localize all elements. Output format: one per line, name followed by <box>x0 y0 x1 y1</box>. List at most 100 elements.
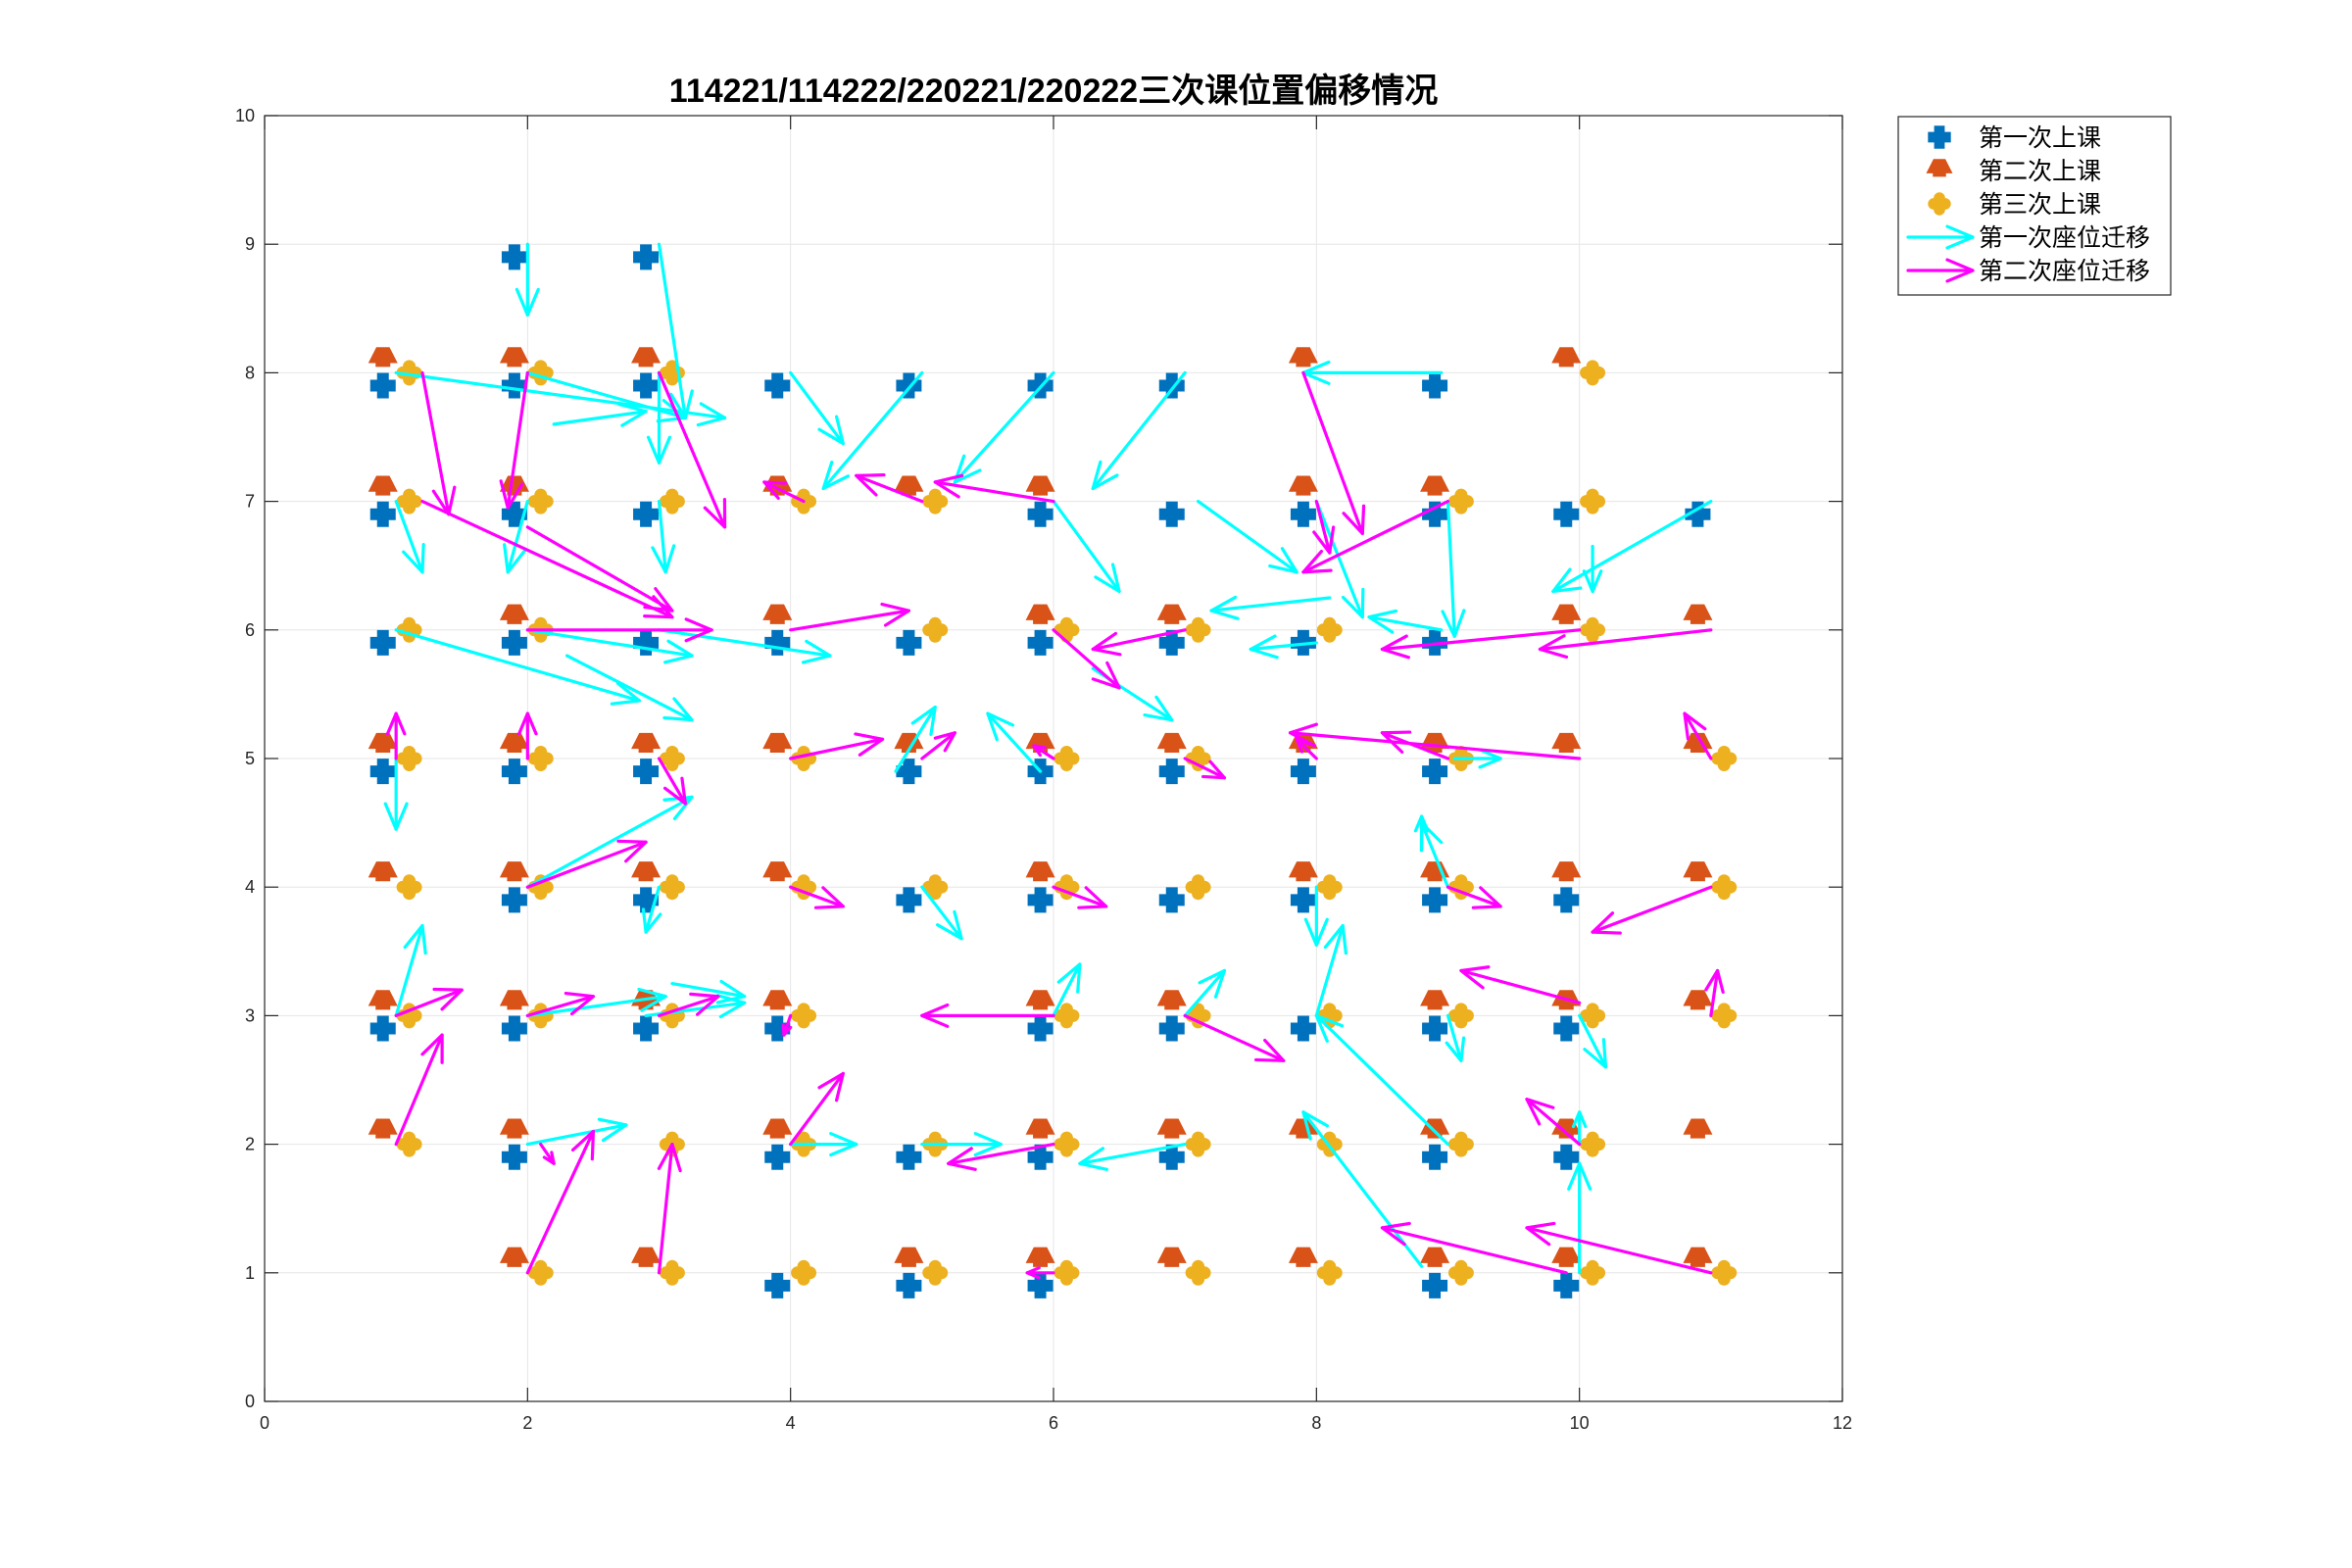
first-class-marker <box>896 372 922 399</box>
first-migration-arrow-head <box>503 543 527 574</box>
second-migration-arrow-shaft <box>933 480 1055 504</box>
y-tick-label: 3 <box>245 1005 255 1025</box>
second-class-marker <box>368 475 398 496</box>
legend-label: 第二次上课 <box>1979 158 2101 185</box>
legend-item[interactable]: 第二次上课 <box>1926 158 2102 185</box>
x-tick-label: 6 <box>1049 1413 1058 1433</box>
second-class-marker <box>631 732 662 754</box>
first-class-marker <box>633 372 660 399</box>
x-tick-label: 10 <box>1570 1413 1590 1433</box>
y-tick-label: 10 <box>235 106 255 125</box>
second-migration-arrow <box>1525 1098 1582 1147</box>
second-class-marker <box>499 990 529 1010</box>
first-migration-arrow-head <box>1571 1110 1588 1129</box>
second-class-marker <box>631 1247 662 1267</box>
first-class-marker <box>501 501 527 527</box>
second-migration-arrow-head <box>1342 504 1366 536</box>
third-class-marker <box>396 746 422 771</box>
first-migration-arrow-shaft <box>1078 1142 1187 1165</box>
third-class-marker <box>659 488 685 514</box>
first-migration-arrow <box>394 628 641 706</box>
third-class-marker-h <box>1580 1138 1606 1152</box>
first-class-marker <box>896 629 922 656</box>
third-class-marker <box>1580 616 1606 643</box>
first-migration-arrow-head <box>1445 1036 1466 1062</box>
second-migration-arrow <box>855 473 924 504</box>
second-migration-arrow-head <box>1288 722 1318 748</box>
legend-item[interactable]: 第一次座位迁移 <box>1906 224 2150 252</box>
second-class-marker <box>1156 732 1187 754</box>
first-migration-arrow <box>564 654 694 722</box>
first-migration-arrow-shaft <box>1196 500 1298 574</box>
third-class-marker-h <box>1580 495 1606 509</box>
second-class-marker <box>1683 990 1713 1010</box>
first-migration-arrow-shaft <box>552 410 648 426</box>
first-migration-arrow-head <box>402 542 425 574</box>
second-class-marker <box>499 475 529 496</box>
first-class-marker <box>1158 1015 1185 1042</box>
first-migration-arrow-head <box>1209 595 1240 620</box>
second-migration-arrow-head <box>1380 634 1410 660</box>
second-migration-arrow <box>1380 730 1450 760</box>
legend-item[interactable]: 第二次座位迁移 <box>1906 258 2150 285</box>
second-migration-arrow <box>1301 370 1366 536</box>
first-class-marker <box>1553 1144 1580 1170</box>
third-class-marker <box>396 488 422 514</box>
second-class-marker <box>1025 990 1055 1010</box>
legend-rounded-plus-icon-h <box>1928 198 1951 210</box>
first-migration-arrow <box>1452 748 1502 769</box>
second-class-marker <box>499 604 529 624</box>
third-class-marker-h <box>1185 623 1211 637</box>
second-class-marker <box>631 861 662 882</box>
first-migration-arrow-shaft <box>506 500 529 574</box>
third-class-marker <box>1711 1003 1738 1029</box>
third-class-marker-h <box>1185 752 1211 765</box>
first-migration-arrow-shaft <box>1367 615 1444 632</box>
second-migration-arrow <box>657 1142 682 1275</box>
legend-item[interactable]: 第三次上课 <box>1928 191 2101 219</box>
first-migration-arrow-head <box>637 987 667 1012</box>
first-migration-arrow-shaft <box>1249 641 1318 652</box>
third-class-marker <box>1580 1131 1606 1157</box>
second-class-marker <box>499 1247 529 1267</box>
first-class-marker <box>764 1272 791 1298</box>
second-migration-arrow-shaft <box>762 480 806 504</box>
first-migration-arrow <box>1196 500 1298 574</box>
first-migration-arrow-head <box>1143 695 1174 722</box>
first-migration-arrow-head <box>715 994 747 1019</box>
second-class-marker <box>1683 861 1713 882</box>
third-class-marker <box>396 1131 422 1157</box>
second-migration-arrow-head <box>1025 1266 1041 1280</box>
second-migration-arrow <box>1183 757 1227 780</box>
first-migration-arrow-head <box>829 1132 858 1157</box>
second-migration-arrow-shaft <box>394 988 464 1018</box>
first-migration-arrow-head <box>696 402 727 427</box>
first-migration-arrow-shaft <box>657 628 832 658</box>
first-migration-arrow <box>657 628 832 664</box>
second-migration-arrow <box>1591 885 1713 935</box>
second-migration-arrow-head <box>684 617 713 643</box>
first-class-marker <box>1158 1144 1185 1170</box>
x-tick-label: 12 <box>1833 1413 1852 1433</box>
second-migration-arrow-shaft <box>525 995 596 1018</box>
second-migration-arrow-shaft <box>657 757 687 806</box>
legend-label: 第二次座位迁移 <box>1979 258 2150 285</box>
first-class-marker <box>896 1144 922 1170</box>
second-migration-arrow <box>789 602 911 632</box>
second-class-marker <box>368 732 398 754</box>
second-migration-arrow <box>657 370 727 529</box>
first-migration-arrow-shaft <box>525 370 687 419</box>
second-migration-arrow <box>933 473 1055 504</box>
first-class-marker <box>1027 1272 1054 1298</box>
second-migration-arrow <box>525 617 713 643</box>
second-migration-arrow-shaft <box>420 500 674 619</box>
second-migration-arrow-shaft <box>1301 500 1450 574</box>
third-class-marker <box>1185 874 1211 901</box>
second-migration-arrow-head <box>643 587 674 612</box>
legend-item[interactable]: 第一次上课 <box>1928 124 2101 152</box>
second-migration-arrow-shaft <box>1525 1098 1582 1147</box>
x-tick-label: 2 <box>522 1413 532 1433</box>
second-class-marker <box>894 1247 924 1267</box>
second-class-marker <box>762 990 793 1010</box>
